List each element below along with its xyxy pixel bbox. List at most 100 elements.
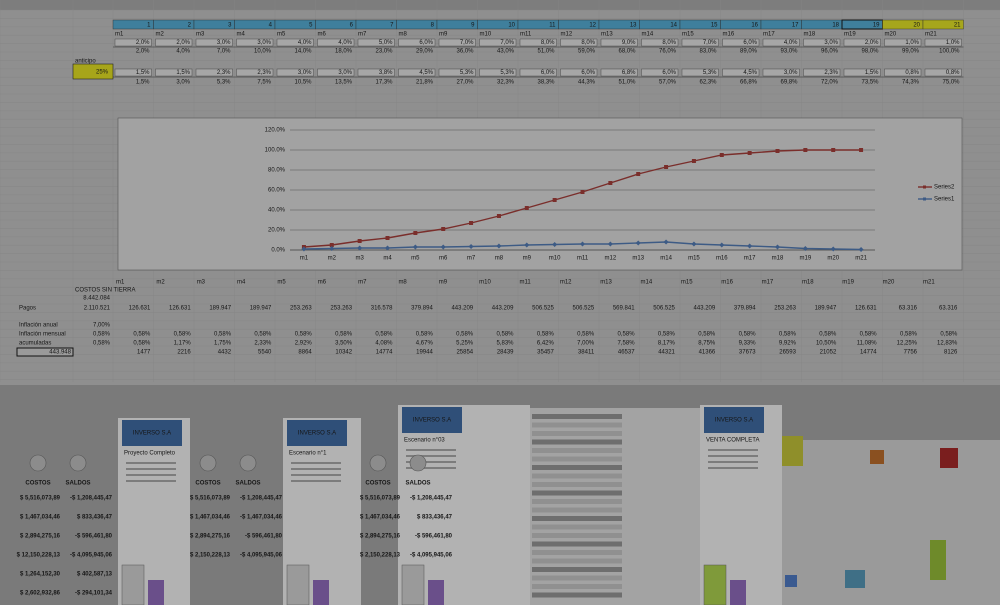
cell-value: 3,0%: [338, 70, 352, 76]
marker: [357, 239, 362, 243]
cell-value: 5,25%: [456, 341, 474, 347]
cell-value: 1,17%: [174, 341, 192, 347]
column-number: 5: [309, 22, 313, 28]
doc-header: INVERSO S.A: [298, 431, 336, 437]
table-page-row: [532, 575, 622, 581]
cell-value: 1,5%: [865, 70, 879, 76]
ledger-value: -$ 4,095,945,06: [240, 553, 283, 559]
doc-title: Proyecto Completo: [124, 451, 176, 457]
cell-value: 75,0%: [942, 80, 960, 86]
month-label: m3: [196, 32, 205, 38]
month-label: m5: [277, 32, 286, 38]
month-label: m13: [600, 280, 612, 286]
cell-value: 99,0%: [902, 49, 920, 55]
table-page-row: [532, 473, 622, 479]
x-tick-label: m19: [800, 256, 812, 262]
marker: [664, 165, 669, 169]
month-label: m7: [358, 32, 367, 38]
y-tick-label: 80.0%: [268, 168, 286, 174]
table-page-row: [532, 431, 622, 436]
value-cell: [843, 68, 881, 77]
icon: [199, 454, 217, 472]
x-tick-label: m11: [577, 256, 589, 262]
cell-value: 189.947: [209, 306, 231, 312]
cell-value: 0,58%: [739, 332, 757, 338]
cell-value: 2,3%: [824, 70, 838, 76]
value-cell: [762, 68, 800, 77]
month-label: m21: [923, 280, 935, 286]
marker: [385, 245, 390, 251]
cell-value: 0,58%: [214, 332, 232, 338]
building: [121, 564, 145, 605]
cell-value: 21052: [820, 350, 837, 356]
x-tick-label: m2: [328, 256, 337, 262]
cell-value: 126.631: [855, 306, 877, 312]
value-cell: [600, 38, 638, 47]
month-label: m8: [398, 280, 407, 286]
text-line: [406, 461, 456, 463]
cell-value: 0,58%: [93, 332, 111, 338]
cell-value: 35457: [537, 350, 554, 356]
table-page-row: [532, 490, 622, 496]
marker: [524, 206, 529, 210]
cell-value: 0,58%: [698, 332, 716, 338]
cell-value: 0,58%: [254, 332, 272, 338]
cell-value: 14,0%: [294, 49, 312, 55]
table-page-row: [532, 465, 622, 470]
column-number: 12: [589, 22, 596, 28]
value-cell: [155, 38, 193, 47]
text-line: [708, 461, 758, 463]
y-tick-label: 20.0%: [268, 228, 286, 234]
marker: [831, 148, 836, 152]
building: [730, 580, 746, 605]
value-cell: [924, 68, 962, 77]
table-page-row: [532, 516, 622, 521]
costs-title: COSTOS SIN TIERRA: [75, 288, 135, 294]
ledger-header: COSTOS: [195, 481, 220, 487]
cell-value: 4432: [218, 350, 232, 356]
table-page-row: [532, 499, 622, 504]
value-cell: [722, 68, 760, 77]
cell-value: 506.525: [653, 306, 675, 312]
cell-value: 4,0%: [338, 40, 352, 46]
cell-value: 5,83%: [496, 341, 514, 347]
cell-value: 0,8%: [946, 70, 960, 76]
value-cell: [924, 38, 962, 47]
marker: [859, 148, 864, 152]
cell-value: 27,0%: [456, 80, 474, 86]
cell-value: 9,33%: [739, 341, 757, 347]
cell-value: 1,5%: [176, 70, 190, 76]
value-cell: [195, 68, 233, 77]
legend-label: Series2: [934, 185, 955, 191]
building: [703, 564, 727, 605]
marker: [691, 159, 696, 163]
cell-value: 9,0%: [622, 40, 636, 46]
cell-value: 10,50%: [816, 341, 837, 347]
cell-value: 5,3%: [217, 80, 231, 86]
column-number: 15: [711, 22, 718, 28]
cell-value: 1,0%: [905, 40, 919, 46]
month-label: m9: [439, 32, 448, 38]
value-cell: [236, 38, 274, 47]
marker: [441, 227, 446, 231]
ledger-value: $ 2,894,275,16: [190, 534, 231, 540]
text-line: [406, 455, 456, 457]
marker: [468, 244, 474, 249]
ledger-value: -$ 294,101,34: [75, 591, 113, 597]
month-label: m17: [763, 32, 775, 38]
column-number-cell: [922, 19, 964, 30]
marker: [803, 148, 808, 152]
cell-value: 0,58%: [819, 332, 837, 338]
ledger-value: -$ 1,208,445,47: [70, 496, 113, 502]
cell-value: 2,0%: [136, 40, 150, 46]
x-tick-label: m5: [411, 256, 420, 262]
page-header: [287, 420, 347, 446]
cell-value: 59,0%: [578, 49, 596, 55]
x-tick-label: m4: [383, 256, 392, 262]
cell-value: 0,58%: [375, 332, 393, 338]
month-label: m1: [116, 280, 125, 286]
cell-value: 0,58%: [618, 332, 636, 338]
marker: [608, 181, 613, 185]
cell-value: 57,0%: [659, 80, 677, 86]
